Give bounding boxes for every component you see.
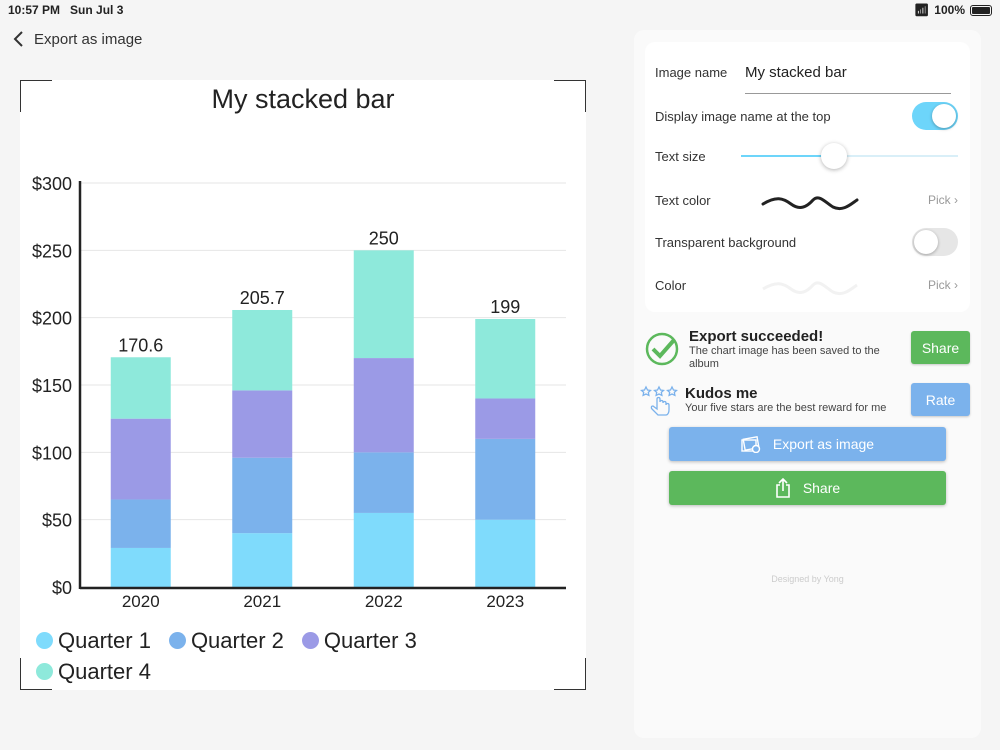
y-tick-label: $100 — [32, 443, 72, 463]
legend-dot — [36, 663, 53, 680]
bar-segment-quarter-3 — [232, 390, 293, 458]
bar-total-label: 170.6 — [118, 335, 163, 355]
bar-segment-quarter-2 — [232, 457, 293, 534]
image-name-label: Image name — [655, 64, 728, 80]
legend-label: Quarter 2 — [190, 627, 284, 653]
status-bar-right: 📶︎ 100% — [914, 3, 992, 17]
transparent-bg-label: Transparent background — [655, 234, 797, 250]
chart-preview: $0 $50 $100 $150 $200 $250 $300 170.6 2020 205.7 2… — [20, 80, 586, 690]
legend-dot — [301, 632, 319, 649]
legend-label: Quarter 4 — [58, 658, 151, 684]
battery-icon — [970, 4, 992, 16]
bar-segment-quarter-4 — [232, 309, 293, 391]
legend-item[interactable]: Quarter 3 — [301, 625, 417, 656]
designer-credit: Designed by Yong — [771, 574, 844, 584]
bar-segment-quarter-2 — [353, 452, 414, 513]
wifi-icon: 📶︎ — [914, 3, 930, 17]
status-time: 10:57 PM — [8, 3, 61, 17]
text-color-pick[interactable]: Pick › — [927, 193, 958, 207]
stacked-bar-chart: $0 $50 $100 $150 $200 $250 $300 170.6 2020 205.7 2… — [32, 174, 566, 611]
export-success-message: Export succeeded! The chart image has bee… — [644, 328, 971, 370]
back-button[interactable]: Export as image — [12, 30, 142, 48]
bar-segment-quarter-4 — [353, 250, 414, 359]
share-icon — [776, 478, 790, 498]
color-pick[interactable]: Pick › — [927, 278, 958, 292]
x-tick-label: 2022 — [365, 592, 403, 611]
bar-total-label: 250 — [369, 228, 399, 248]
check-circle-icon — [645, 332, 679, 366]
legend-dot — [36, 632, 53, 649]
kudos-message: Kudos me Your five stars are the best rew… — [640, 385, 971, 417]
bar-total-label: 205.7 — [240, 288, 285, 308]
text-size-slider[interactable] — [741, 142, 958, 170]
legend-item[interactable]: Quarter 1 — [36, 625, 151, 656]
share-small-button[interactable]: Share — [911, 331, 970, 364]
export-as-image-button[interactable]: Export as image — [669, 427, 946, 461]
y-tick-label: $200 — [32, 309, 72, 329]
kudos-subtitle: Your five stars are the best reward for … — [685, 402, 887, 414]
bar-segment-quarter-2 — [110, 499, 171, 548]
background-color-swatch[interactable] — [761, 277, 861, 299]
crop-handle-top-right[interactable] — [554, 80, 586, 112]
battery-percent: 100% — [934, 3, 965, 17]
settings-card: Image name Display image name at the top… — [645, 42, 970, 312]
legend-label: Quarter 3 — [323, 627, 417, 653]
bar-segment-quarter-1 — [110, 547, 171, 587]
display-name-toggle[interactable] — [912, 102, 958, 130]
bar-segment-quarter-3 — [110, 418, 171, 500]
rate-button[interactable]: Rate — [911, 383, 970, 416]
share-button-label: Share — [802, 480, 841, 496]
legend-item[interactable]: Quarter 4 — [36, 656, 151, 687]
rate-stars-icon — [640, 385, 678, 416]
legend-label: Quarter 1 — [58, 627, 151, 653]
y-tick-label: $300 — [32, 174, 72, 194]
image-name-input[interactable] — [745, 52, 951, 94]
status-bar-left: 10:57 PM Sun Jul 3 — [8, 3, 133, 17]
legend-dot — [168, 632, 186, 649]
bar-segment-quarter-3 — [353, 358, 414, 453]
color-label: Color — [655, 277, 687, 293]
bar-segment-quarter-2 — [475, 438, 536, 520]
y-tick-label: $250 — [32, 241, 72, 261]
export-button-label: Export as image — [772, 436, 875, 452]
settings-panel: Image name Display image name at the top… — [634, 30, 981, 738]
text-color-swatch[interactable] — [761, 192, 861, 214]
share-button[interactable]: Share — [669, 471, 946, 505]
display-name-label: Display image name at the top — [655, 108, 831, 124]
bar-segment-quarter-1 — [232, 533, 293, 587]
y-tick-label: $50 — [42, 511, 72, 531]
y-tick-label: $150 — [32, 376, 72, 396]
x-tick-label: 2021 — [243, 592, 281, 611]
back-label: Export as image — [34, 30, 143, 48]
bar-segment-quarter-1 — [475, 519, 536, 587]
image-export-icon — [741, 436, 761, 453]
x-tick-label: 2020 — [122, 592, 160, 611]
export-subtitle: The chart image has been saved to the al… — [689, 345, 880, 370]
x-tick-label: 2023 — [486, 592, 524, 611]
status-date: Sun Jul 3 — [70, 3, 124, 17]
bar-segment-quarter-1 — [353, 512, 414, 587]
export-title: Export succeeded! — [689, 328, 824, 345]
crop-handle-bottom-left[interactable] — [20, 658, 52, 690]
legend-item[interactable]: Quarter 2 — [168, 625, 284, 656]
chart-title: My stacked bar — [211, 84, 395, 114]
text-size-label: Text size — [655, 148, 706, 164]
y-tick-label: $0 — [52, 578, 72, 598]
text-color-label: Text color — [655, 192, 711, 208]
bar-segment-quarter-4 — [475, 319, 536, 399]
transparent-bg-toggle[interactable] — [912, 228, 958, 256]
bar-total-label: 199 — [490, 297, 520, 317]
crop-handle-top-left[interactable] — [20, 80, 52, 112]
bar-segment-quarter-4 — [110, 357, 171, 419]
chart-legend: Quarter 1 Quarter 2 Quarter 3 Quarter 4 — [36, 625, 556, 687]
kudos-title: Kudos me — [685, 385, 758, 402]
bar-segment-quarter-3 — [475, 398, 536, 439]
chevron-left-icon — [13, 31, 23, 47]
crop-handle-bottom-right[interactable] — [554, 658, 586, 690]
